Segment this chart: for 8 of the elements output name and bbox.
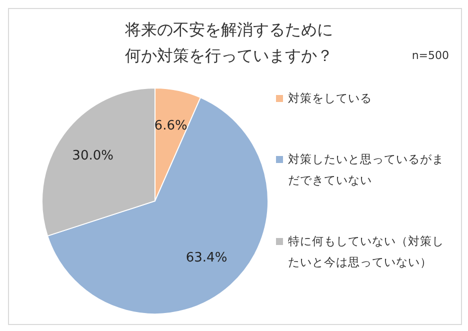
chart-title: 将来の不安を解消するために何か対策を行っていますか？ <box>125 19 334 67</box>
legend-label: 特に何もしていない（対策したいと今は思っていない） <box>288 232 445 270</box>
legend-label: 対策したいと思っているがまだできていない <box>288 150 445 188</box>
data-label: 30.0% <box>72 148 114 164</box>
data-label: 6.6% <box>154 118 188 134</box>
legend-label: 対策をしている <box>288 90 372 106</box>
data-label: 63.4% <box>186 250 228 266</box>
text: n=500 <box>412 49 449 62</box>
